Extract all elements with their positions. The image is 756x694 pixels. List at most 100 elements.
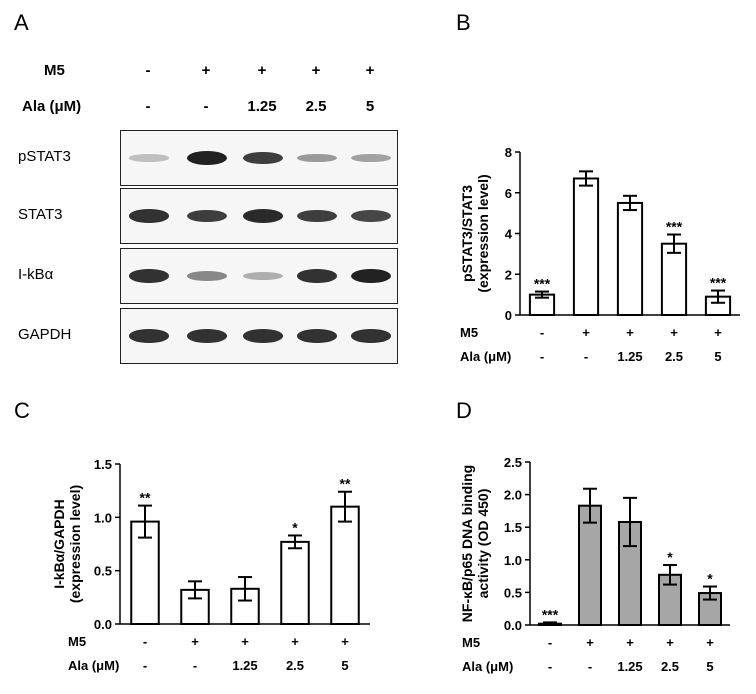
condition-value: 2.5 bbox=[286, 658, 304, 673]
blot-strip bbox=[120, 188, 398, 244]
condition-label: M5 bbox=[462, 635, 480, 650]
y-axis-label: pSTAT3/STAT3(expression level) bbox=[459, 174, 491, 292]
wb-condition-value: - bbox=[203, 98, 209, 115]
condition-value: 5 bbox=[341, 658, 348, 673]
bar bbox=[616, 201, 644, 316]
condition-value: - bbox=[143, 658, 147, 673]
condition-value: 5 bbox=[714, 349, 721, 364]
y-axis-label-line: I-kBα/GAPDH bbox=[51, 499, 67, 589]
chart-ikba: 0.0 0.5 1.0 1.5 I-kBα/GAPDH(expression level… bbox=[51, 457, 370, 673]
y-tick-label: 4 bbox=[505, 227, 513, 242]
condition-value: - bbox=[584, 349, 588, 364]
wb-condition-value: + bbox=[311, 62, 321, 79]
panel-label-c: C bbox=[14, 398, 30, 423]
significance-marker: ** bbox=[340, 476, 351, 492]
condition-label: Ala (μM) bbox=[460, 349, 511, 364]
blot-band bbox=[129, 154, 169, 162]
blot-band bbox=[187, 329, 227, 343]
condition-value: + bbox=[582, 325, 590, 340]
y-tick-label: 1.5 bbox=[504, 520, 522, 535]
significance-marker: * bbox=[707, 571, 713, 587]
condition-value: - bbox=[540, 325, 544, 340]
panel-label-a: A bbox=[14, 10, 29, 35]
y-tick-label: 1.0 bbox=[94, 510, 112, 525]
condition-value: + bbox=[191, 634, 199, 649]
condition-value: - bbox=[540, 349, 544, 364]
y-tick-label: 0.0 bbox=[504, 618, 522, 633]
blot-label: pSTAT3 bbox=[18, 148, 71, 165]
y-tick-label: 6 bbox=[505, 186, 512, 201]
bar bbox=[660, 242, 688, 316]
blot-band bbox=[351, 153, 391, 163]
condition-value: - bbox=[588, 659, 592, 674]
y-tick-label: 8 bbox=[505, 145, 512, 160]
bar bbox=[280, 540, 310, 625]
y-axis-label-line: activity (OD 450) bbox=[475, 489, 491, 599]
blot-band bbox=[243, 151, 283, 165]
panel-label-b: B bbox=[456, 10, 471, 35]
y-tick-label: 1.5 bbox=[94, 457, 112, 472]
y-tick-label: 1.0 bbox=[504, 553, 522, 568]
chart-pstat3: 0 2 4 6 8 pSTAT3/STAT3(expression level) *** - -… bbox=[459, 145, 740, 364]
condition-value: + bbox=[666, 635, 674, 650]
condition-value: - bbox=[548, 659, 552, 674]
y-tick-label: 2.0 bbox=[504, 488, 522, 503]
condition-value: + bbox=[586, 635, 594, 650]
condition-value: - bbox=[548, 635, 552, 650]
blot-strip bbox=[120, 130, 398, 186]
condition-value: + bbox=[241, 634, 249, 649]
condition-value: + bbox=[626, 635, 634, 650]
condition-value: + bbox=[714, 325, 722, 340]
panel-label-d: D bbox=[456, 398, 472, 423]
y-tick-label: 0 bbox=[505, 308, 512, 323]
blot-band bbox=[351, 209, 391, 223]
y-tick-label: 0.5 bbox=[94, 564, 112, 579]
condition-value: + bbox=[291, 634, 299, 649]
blot-band bbox=[297, 153, 337, 163]
blot-band bbox=[187, 209, 227, 223]
condition-value: + bbox=[341, 634, 349, 649]
blot-band bbox=[243, 329, 283, 343]
condition-value: + bbox=[626, 325, 634, 340]
wb-condition-label: Ala (μM) bbox=[22, 98, 82, 115]
significance-marker: *** bbox=[542, 606, 559, 622]
condition-label: Ala (μM) bbox=[462, 659, 513, 674]
condition-value: - bbox=[143, 634, 147, 649]
condition-value: 5 bbox=[706, 659, 713, 674]
blot-band bbox=[297, 269, 337, 283]
condition-value: + bbox=[706, 635, 714, 650]
significance-marker: *** bbox=[666, 219, 683, 235]
blot-strip bbox=[120, 308, 398, 364]
y-axis-label: NF-κB/p65 DNA bindingactivity (OD 450) bbox=[459, 465, 491, 622]
blot-band bbox=[187, 271, 227, 281]
blot-band bbox=[297, 209, 337, 223]
blot-band bbox=[351, 269, 391, 283]
blot-label: STAT3 bbox=[18, 206, 63, 223]
bar bbox=[130, 520, 160, 625]
y-tick-label: 2 bbox=[505, 267, 512, 282]
blot-band bbox=[129, 209, 169, 223]
blot-band bbox=[243, 209, 283, 223]
wb-condition-value: + bbox=[257, 62, 267, 79]
y-tick-label: 0.5 bbox=[504, 585, 522, 600]
wb-condition-value: 5 bbox=[365, 98, 375, 115]
wb-condition-value: 1.25 bbox=[247, 98, 277, 115]
y-tick-label: 0.0 bbox=[94, 617, 112, 632]
blot-band bbox=[297, 329, 337, 343]
blot-band bbox=[129, 269, 169, 283]
wb-condition-value: - bbox=[145, 98, 151, 115]
significance-marker: *** bbox=[710, 275, 727, 291]
condition-value: - bbox=[193, 658, 197, 673]
condition-value: 2.5 bbox=[661, 659, 679, 674]
wb-condition-value: + bbox=[365, 62, 375, 79]
y-axis-label-line: (expression level) bbox=[67, 485, 83, 603]
y-axis-label-line: NF-κB/p65 DNA binding bbox=[459, 465, 475, 622]
wb-condition-value: + bbox=[201, 62, 211, 79]
significance-marker: ** bbox=[140, 490, 151, 506]
condition-value: 2.5 bbox=[665, 349, 683, 364]
significance-marker: *** bbox=[534, 276, 551, 292]
blot-label: I-kBα bbox=[18, 266, 54, 283]
wb-condition-label: M5 bbox=[44, 62, 65, 79]
blot-strip bbox=[120, 248, 398, 304]
significance-marker: * bbox=[292, 519, 298, 535]
